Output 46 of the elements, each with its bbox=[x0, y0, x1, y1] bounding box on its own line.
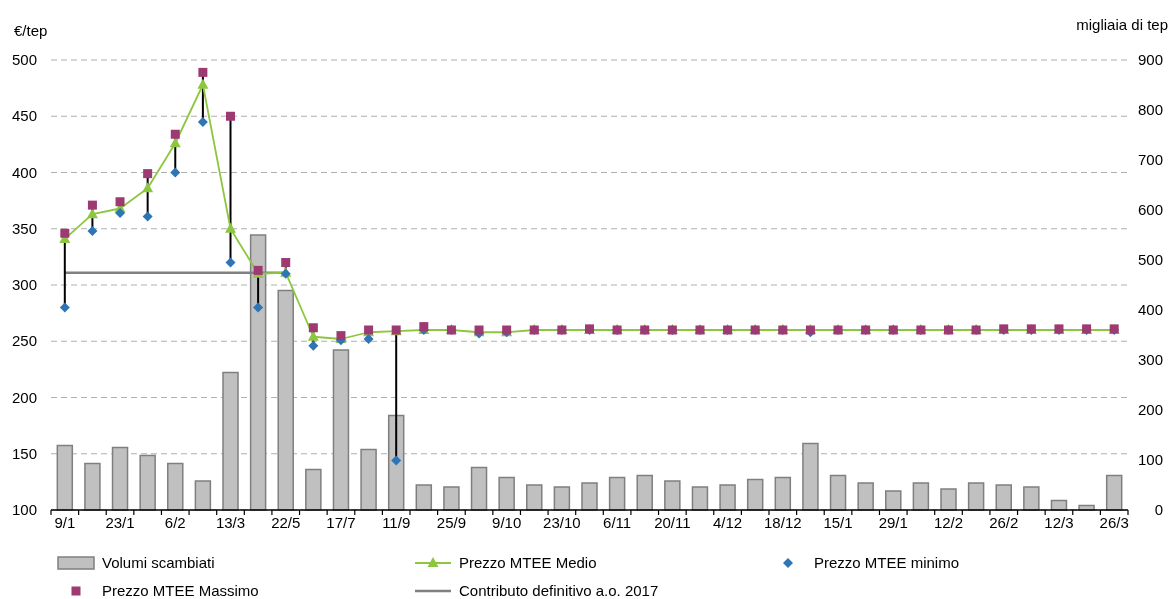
y-tick-label: 400 bbox=[11, 163, 37, 181]
y2-tick-label: 700 bbox=[1137, 151, 1163, 168]
y2-tick-label: 300 bbox=[1137, 351, 1163, 368]
y-axis-title: €/tep bbox=[14, 22, 48, 39]
y-tick-label: 500 bbox=[11, 51, 37, 68]
y2-tick-label: 100 bbox=[1137, 451, 1163, 468]
legend-label: Prezzo MTEE minimo bbox=[814, 554, 960, 571]
x-tick-label: 9/10 bbox=[492, 514, 522, 531]
x-tick-label: 6/11 bbox=[603, 514, 632, 531]
y2-tick-label: 500 bbox=[1137, 251, 1163, 268]
x-tick-label: 13/3 bbox=[215, 514, 246, 531]
y2-tick-label: 800 bbox=[1137, 101, 1163, 118]
y2-tick-label: 200 bbox=[1137, 401, 1163, 418]
y-tick-label: 200 bbox=[11, 388, 37, 406]
x-tick-label: 23/10 bbox=[543, 514, 581, 531]
y2-tick-label: 0 bbox=[1154, 501, 1163, 518]
x-tick-label: 12/3 bbox=[1044, 514, 1074, 531]
legend-label: Prezzo MTEE Massimo bbox=[102, 582, 259, 599]
y2-axis-title: migliaia di tep bbox=[1076, 16, 1168, 33]
y2-tick-label: 900 bbox=[1137, 51, 1163, 68]
x-tick-label: 6/2 bbox=[164, 514, 186, 531]
x-tick-label: 25/9 bbox=[436, 514, 467, 531]
x-tick-label: 20/11 bbox=[654, 514, 691, 531]
x-tick-label: 22/5 bbox=[271, 514, 301, 531]
x-tick-label: 12/2 bbox=[933, 514, 964, 531]
x-tick-label: 15/1 bbox=[823, 514, 853, 531]
x-tick-label: 11/9 bbox=[382, 514, 411, 531]
x-tick-label: 18/12 bbox=[764, 514, 802, 531]
x-tick-label: 9/1 bbox=[54, 514, 76, 531]
x-tick-label: 4/12 bbox=[712, 514, 743, 531]
legend-label: Prezzo MTEE Medio bbox=[459, 554, 597, 571]
y2-tick-label: 400 bbox=[1137, 301, 1163, 318]
legend-label: Contributo definitivo a.o. 2017 bbox=[459, 582, 659, 599]
legend-label: Volumi scambiati bbox=[102, 554, 215, 571]
y-tick-label: 100 bbox=[11, 501, 37, 518]
x-tick-label: 29/1 bbox=[878, 514, 908, 531]
x-tick-label: 26/2 bbox=[989, 514, 1019, 531]
y-tick-label: 450 bbox=[11, 107, 37, 125]
y-tick-label: 150 bbox=[11, 444, 37, 462]
x-tick-label: 17/7 bbox=[326, 514, 356, 531]
y-tick-label: 350 bbox=[11, 219, 37, 237]
x-tick-label: 26/3 bbox=[1099, 514, 1129, 531]
y2-tick-label: 600 bbox=[1137, 201, 1163, 218]
y-tick-label: 250 bbox=[11, 332, 37, 350]
x-tick-label: 23/1 bbox=[105, 514, 135, 531]
y-tick-label: 300 bbox=[11, 276, 37, 293]
